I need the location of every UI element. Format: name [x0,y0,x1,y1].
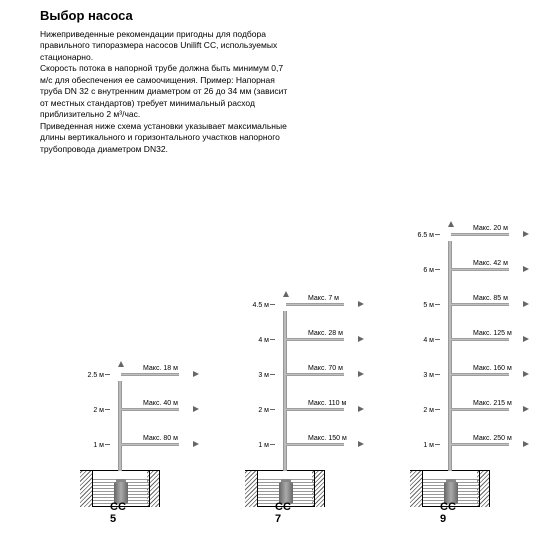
height-label: 6 м [423,267,434,274]
max-length-label: Макс. 20 м [473,225,508,232]
arrow-right-icon [523,266,529,272]
tick-mark [270,409,275,410]
height-label: 4 м [258,337,269,344]
arrow-right-icon [523,231,529,237]
pipe-horizontal [451,338,509,341]
arrow-right-icon [358,336,364,342]
tick-mark [105,409,110,410]
model-label-cc5: CC 5 [110,501,126,525]
pipe-horizontal [286,303,344,306]
arrow-right-icon [358,406,364,412]
pipe-horizontal [286,338,344,341]
max-length-label: Макс. 7 м [308,295,339,302]
riser-cc5 [118,381,122,471]
arrow-right-icon [523,301,529,307]
height-label: 3 м [423,372,434,379]
tick-mark [270,374,275,375]
pipe-horizontal [451,408,509,411]
paragraph-1: Нижеприведенные рекомендации пригодны дл… [40,29,290,63]
height-label: 3 м [258,372,269,379]
pipe-horizontal [286,443,344,446]
arrow-right-icon [523,441,529,447]
tick-mark [270,339,275,340]
max-length-label: Макс. 80 м [143,435,178,442]
max-length-label: Макс. 18 м [143,365,178,372]
arrow-right-icon [523,371,529,377]
pipe-horizontal [451,373,509,376]
arrow-right-icon [358,371,364,377]
tick-mark [105,444,110,445]
height-label: 6.5 м [418,232,435,239]
page-title: Выбор насоса [40,8,510,23]
tick-mark [435,304,440,305]
max-length-label: Макс. 42 м [473,260,508,267]
max-length-label: Макс. 160 м [473,365,512,372]
pipe-horizontal [451,303,509,306]
tick-mark [270,304,275,305]
height-label: 2.5 м [88,372,105,379]
height-label: 4 м [423,337,434,344]
tick-mark [270,444,275,445]
pipe-horizontal [121,373,179,376]
max-length-label: Макс. 125 м [473,330,512,337]
height-label: 1 м [258,442,269,449]
max-length-label: Макс. 250 м [473,435,512,442]
arrow-right-icon [523,336,529,342]
tick-mark [435,269,440,270]
height-label: 4.5 м [253,302,270,309]
pipe-horizontal [121,443,179,446]
pipe-horizontal [286,408,344,411]
arrow-right-icon [193,441,199,447]
tick-mark [435,234,440,235]
height-label: 2 м [93,407,104,414]
max-length-label: Макс. 28 м [308,330,343,337]
pipe-horizontal [451,443,509,446]
pump-diagram: CC 5 Макс. 80 м 1 м Макс. 40 м 2 м Макс. 18 … [40,155,510,525]
max-length-label: Макс. 110 м [308,400,346,407]
height-label: 2 м [423,407,434,414]
height-label: 2 м [258,407,269,414]
arrow-up-icon [283,291,289,297]
arrow-right-icon [358,441,364,447]
tick-mark [105,374,110,375]
document-content: Выбор насоса Нижеприведенные рекомендаци… [0,0,550,525]
pipe-horizontal [286,373,344,376]
paragraph-3: Приведенная ниже схема установки указыва… [40,121,290,155]
pipe-horizontal [451,233,509,236]
max-length-label: Макс. 70 м [308,365,343,372]
pipe-horizontal [451,268,509,271]
paragraph-2: Скорость потока в напорной трубе должна … [40,63,290,120]
arrow-right-icon [193,406,199,412]
model-label-cc9: CC 9 [440,501,456,525]
max-length-label: Макс. 85 м [473,295,508,302]
arrow-up-icon [448,221,454,227]
height-label: 1 м [423,442,434,449]
model-label-cc7: CC 7 [275,501,291,525]
tick-mark [435,374,440,375]
tick-mark [435,444,440,445]
arrow-right-icon [358,301,364,307]
arrow-right-icon [193,371,199,377]
height-label: 1 м [93,442,104,449]
riser-cc7 [283,311,287,471]
tick-mark [435,339,440,340]
arrow-up-icon [118,361,124,367]
max-length-label: Макс. 40 м [143,400,178,407]
height-label: 5 м [423,302,434,309]
arrow-right-icon [523,406,529,412]
tick-mark [435,409,440,410]
max-length-label: Макс. 150 м [308,435,347,442]
max-length-label: Макс. 215 м [473,400,512,407]
pipe-horizontal [121,408,179,411]
riser-cc9 [448,241,452,471]
